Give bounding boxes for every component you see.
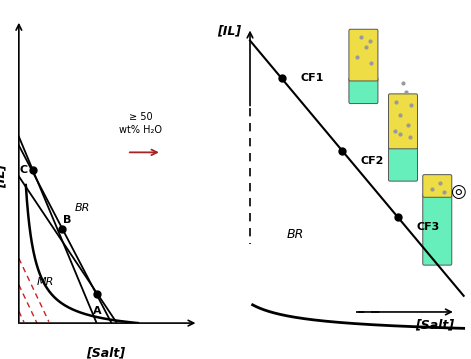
Text: [Salt]: [Salt] <box>86 347 126 359</box>
Text: CF2: CF2 <box>361 155 384 165</box>
Text: BR: BR <box>287 228 304 241</box>
Text: CF3: CF3 <box>416 222 439 232</box>
Text: CF1: CF1 <box>300 73 324 83</box>
Text: ◎: ◎ <box>450 183 466 201</box>
FancyBboxPatch shape <box>389 94 417 149</box>
FancyBboxPatch shape <box>423 194 452 265</box>
Text: [IL]: [IL] <box>0 164 8 188</box>
Text: C: C <box>19 165 27 175</box>
Text: [IL]: [IL] <box>217 24 241 37</box>
Text: BR: BR <box>74 203 90 213</box>
FancyBboxPatch shape <box>423 175 452 197</box>
FancyBboxPatch shape <box>349 29 378 81</box>
Text: [Salt]: [Salt] <box>415 318 454 331</box>
Text: MR: MR <box>36 277 54 287</box>
Text: ≥ 50
wt% H₂O: ≥ 50 wt% H₂O <box>119 112 162 135</box>
FancyBboxPatch shape <box>389 146 417 181</box>
FancyBboxPatch shape <box>349 78 378 103</box>
Text: A: A <box>93 306 102 316</box>
Text: B: B <box>64 215 72 225</box>
